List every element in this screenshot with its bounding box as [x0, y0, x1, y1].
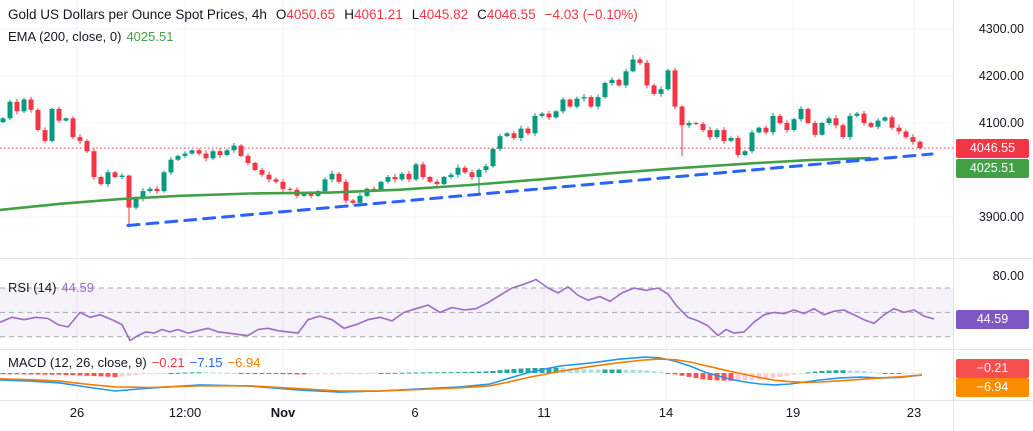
macd-signal-value: −6.94	[227, 355, 261, 370]
rsi-band	[0, 287, 954, 338]
signal-line	[0, 358, 923, 392]
last-price-badge: 4046.55	[956, 139, 1029, 158]
time-tick-label: 19	[785, 405, 801, 420]
price-tick-label: 4100.00	[978, 116, 1024, 130]
price-tick-label: 4200.00	[978, 69, 1024, 83]
change-value: −4.03 (−0.10%)	[544, 7, 638, 22]
time-tick-label: Nov	[270, 405, 296, 420]
time-tick-label: 14	[658, 405, 674, 420]
low-pair: L4045.82	[412, 7, 468, 22]
time-tick-label: 23	[906, 405, 922, 420]
macd-histogram	[0, 367, 923, 381]
main-legend[interactable]: Gold US Dollars per Ounce Spot Prices, 4…	[8, 7, 638, 22]
ema-line	[0, 156, 872, 212]
open-value: 4050.65	[286, 7, 336, 22]
ema-value-badge: 4025.51	[956, 159, 1029, 178]
rsi-axis-tick-80: 80.00	[992, 269, 1024, 283]
rsi-label: RSI (14)	[8, 280, 57, 295]
low-value: 4045.82	[419, 7, 469, 22]
high-value: 4061.21	[353, 7, 403, 22]
low-label: L	[411, 7, 420, 22]
time-tick-label: 6	[411, 405, 419, 420]
candles-layer	[0, 54, 923, 228]
macd-label: MACD (12, 26, close, 9)	[8, 355, 147, 370]
time-tick-label: 26	[69, 405, 85, 420]
open-pair: O4050.65	[276, 7, 335, 22]
ema-label: EMA (200, close, 0)	[8, 29, 122, 44]
rsi-value: 44.59	[61, 280, 94, 295]
high-pair: H4061.21	[344, 7, 403, 22]
macd-signal-badge: −6.94	[956, 378, 1029, 397]
rsi-line	[0, 278, 935, 342]
high-label: H	[344, 7, 354, 22]
time-tick-label: 11	[537, 405, 551, 420]
close-label: C	[477, 7, 487, 22]
rsi-value-badge: 44.59	[956, 310, 1029, 329]
macd-hist-badge: −0.21	[956, 359, 1029, 378]
open-label: O	[275, 7, 287, 22]
time-tick-label: 12:00	[168, 405, 202, 420]
ema-legend[interactable]: EMA (200, close, 0) 4025.51	[8, 29, 173, 44]
close-value: 4046.55	[486, 7, 536, 22]
rsi-legend[interactable]: RSI (14) 44.59	[8, 280, 94, 295]
trendline	[126, 152, 934, 227]
macd-legend[interactable]: MACD (12, 26, close, 9) −0.21 −7.15 −6.9…	[8, 355, 260, 370]
ema-value: 4025.51	[126, 29, 174, 44]
symbol-title: Gold US Dollars per Ounce Spot Prices, 4…	[8, 7, 267, 22]
close-pair: C4046.55	[477, 7, 536, 22]
price-tick-label: 3900.00	[978, 210, 1024, 224]
price-tick-label: 4300.00	[978, 22, 1024, 36]
macd-line-value: −7.15	[189, 355, 223, 370]
gridlines	[0, 0, 954, 401]
macd-hist-value: −0.21	[151, 355, 185, 370]
